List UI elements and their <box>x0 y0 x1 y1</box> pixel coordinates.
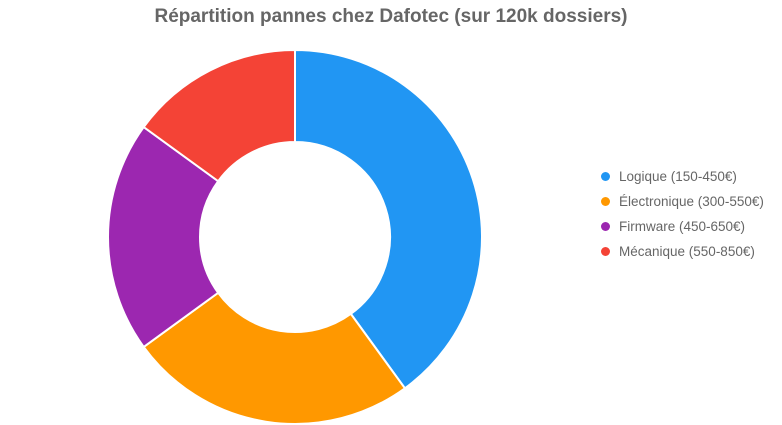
legend-item[interactable]: Électronique (300-550€) <box>601 189 764 214</box>
legend-dot-icon <box>601 222 610 231</box>
legend-label: Logique (150-450€) <box>619 169 737 184</box>
donut-slice-1[interactable] <box>294 48 483 390</box>
donut-slice-4[interactable] <box>142 48 296 183</box>
legend-label: Électronique (300-550€) <box>619 194 764 209</box>
legend-dot-icon <box>601 247 610 256</box>
chart-title: Répartition pannes chez Dafotec (sur 120… <box>154 6 628 27</box>
legend-dot-icon <box>601 172 610 181</box>
donut-slice-2[interactable] <box>142 291 407 425</box>
legend-item[interactable]: Firmware (450-650€) <box>601 214 764 239</box>
legend-label: Firmware (450-650€) <box>619 219 746 234</box>
donut-slice-3[interactable] <box>107 125 220 349</box>
legend: Logique (150-450€) Électronique (300-550€… <box>601 164 764 264</box>
legend-dot-icon <box>601 197 610 206</box>
legend-label: Mécanique (550-850€) <box>619 244 755 259</box>
legend-item[interactable]: Mécanique (550-850€) <box>601 239 764 264</box>
legend-item[interactable]: Logique (150-450€) <box>601 164 764 189</box>
